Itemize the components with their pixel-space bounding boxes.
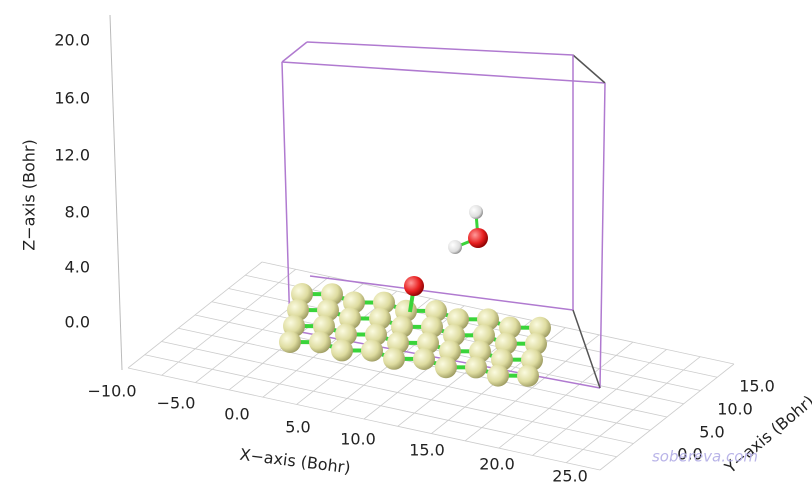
z-axis-label: Z−axis (Bohr) bbox=[20, 139, 39, 250]
carbon-atom bbox=[279, 331, 301, 353]
x-tick: 0.0 bbox=[224, 405, 249, 424]
floor-grid bbox=[127, 261, 735, 471]
carbon-atom bbox=[413, 348, 435, 370]
grid-line bbox=[127, 367, 601, 471]
x-tick: 15.0 bbox=[409, 441, 445, 460]
grid-line bbox=[161, 341, 634, 444]
z-tick: 8.0 bbox=[65, 203, 90, 222]
carbon-atom bbox=[361, 339, 383, 362]
oxygen-atom bbox=[468, 228, 488, 248]
grid-line bbox=[178, 327, 651, 431]
x-tick: 10.0 bbox=[340, 430, 376, 449]
z-tick: 4.0 bbox=[65, 258, 90, 277]
carbon-atom bbox=[487, 364, 509, 387]
watermark: sobereva.com bbox=[652, 448, 758, 466]
x-tick: −10.0 bbox=[87, 382, 136, 401]
grid-line bbox=[261, 261, 735, 365]
hydrogen-atom bbox=[448, 240, 462, 254]
molecule bbox=[279, 205, 551, 387]
z-axis-line bbox=[109, 14, 123, 371]
oxygen-atom bbox=[404, 276, 424, 296]
y-tick: 15.0 bbox=[739, 377, 775, 396]
grid-line bbox=[144, 354, 617, 458]
carbon-atom bbox=[465, 356, 487, 379]
carbon-atom bbox=[435, 356, 457, 379]
y-tick: 5.0 bbox=[699, 423, 724, 442]
hydrogen-atom bbox=[469, 205, 483, 219]
x-tick: 25.0 bbox=[552, 467, 588, 486]
z-tick: 20.0 bbox=[54, 31, 90, 50]
carbon-atom bbox=[309, 331, 331, 354]
z-tick: 0.0 bbox=[65, 313, 90, 332]
z-tick: 12.0 bbox=[54, 146, 90, 165]
x-tick: 5.0 bbox=[285, 418, 310, 437]
x-tick: 20.0 bbox=[479, 455, 515, 474]
x-tick: −5.0 bbox=[157, 394, 196, 413]
carbon-atom bbox=[331, 339, 353, 362]
z-tick: 16.0 bbox=[54, 89, 90, 108]
x-axis-label: X−axis (Bohr) bbox=[239, 445, 352, 477]
carbon-atom bbox=[383, 347, 405, 370]
y-tick: 10.0 bbox=[717, 400, 753, 419]
y-tick: 0.0 bbox=[677, 445, 702, 464]
carbon-atom bbox=[517, 364, 539, 387]
